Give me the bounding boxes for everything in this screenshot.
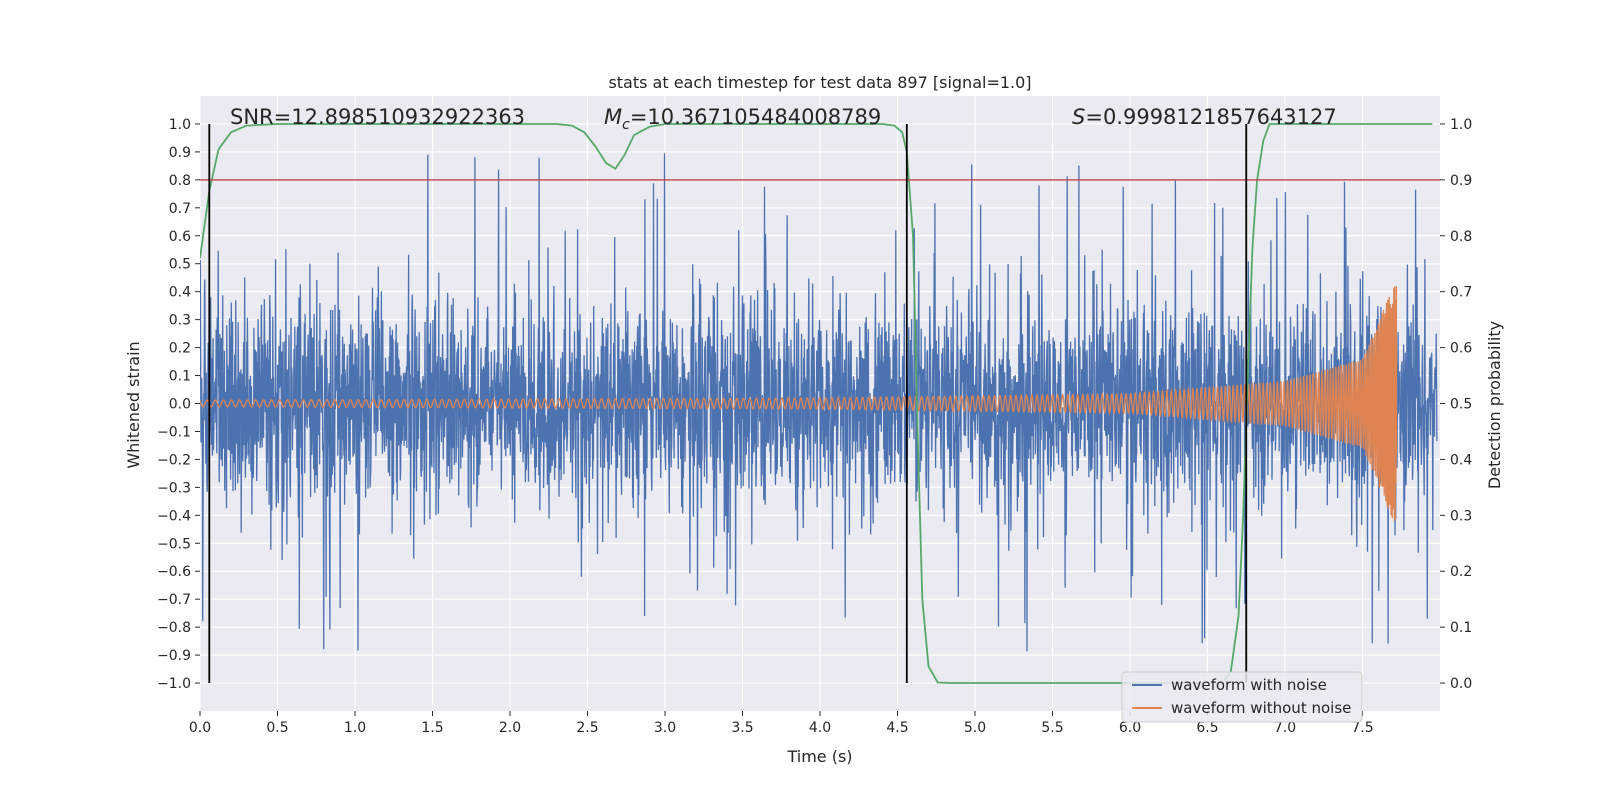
chirp-mass-annotation: Mc=10.367105484008789	[604, 105, 881, 133]
y-tick-label: 1.0	[169, 117, 191, 133]
y2-tick-label: 0.8	[1450, 229, 1472, 245]
y-tick-label: −0.6	[157, 564, 191, 580]
y2-tick-label: 0.2	[1450, 564, 1472, 580]
y-axis-label: Whitened strain	[124, 341, 143, 468]
x-tick-label: 7.0	[1274, 720, 1296, 736]
y2-tick-label: 0.7	[1450, 285, 1472, 301]
y2-tick-label: 0.5	[1450, 397, 1472, 413]
y2-tick-label: 0.6	[1450, 341, 1472, 357]
legend-label-clean: waveform without noise	[1171, 699, 1351, 717]
x-tick-label: 1.5	[421, 720, 443, 736]
chirp-mass-value: =10.367105484008789	[630, 105, 881, 129]
x-tick-label: 0.0	[189, 720, 211, 736]
x-tick-label: 6.0	[1119, 720, 1141, 736]
y-tick-label: 0.4	[169, 285, 191, 301]
x-tick-label: 2.0	[499, 720, 521, 736]
y2-tick-label: 0.4	[1450, 452, 1472, 468]
s-annotation: S=0.9998121857643127	[1072, 105, 1337, 129]
x-tick-label: 5.5	[1041, 720, 1063, 736]
chirp-mass-subscript: c	[622, 117, 630, 133]
y-tick-label: 0.5	[169, 257, 191, 273]
y-tick-label: 0.9	[169, 145, 191, 161]
series-line-waveform-without-noise	[200, 286, 1398, 521]
chart-title: stats at each timestep for test data 897…	[608, 73, 1031, 92]
x-tick-label: 7.5	[1351, 720, 1373, 736]
y2-tick-label: 0.0	[1450, 676, 1472, 692]
legend-box	[1121, 671, 1363, 723]
y-tick-label: −0.9	[157, 648, 191, 664]
y-tick-label: 0.8	[169, 173, 191, 189]
x-tick-label: 1.0	[344, 720, 366, 736]
y-tick-label: −0.1	[157, 424, 191, 440]
x-tick-label: 2.5	[576, 720, 598, 736]
y-tick-label: −1.0	[157, 676, 191, 692]
s-value: =0.9998121857643127	[1085, 105, 1336, 129]
y-tick-label: −0.5	[157, 536, 191, 552]
x-tick-label: 5.0	[964, 720, 986, 736]
y-tick-label: −0.2	[157, 452, 191, 468]
x-axis-label: Time (s)	[786, 747, 852, 766]
legend-label-noisy: waveform with noise	[1171, 676, 1327, 694]
x-tick-label: 4.5	[886, 720, 908, 736]
x-tick-label: 3.0	[654, 720, 676, 736]
x-tick-label: 3.5	[731, 720, 753, 736]
snr-annotation: SNR=12.898510932922363	[230, 105, 525, 129]
chirp-mass-symbol: M	[604, 105, 622, 129]
x-tick-label: 4.0	[809, 720, 831, 736]
y-tick-label: 0.2	[169, 341, 191, 357]
x-tick-label: 0.5	[266, 720, 288, 736]
y-tick-label: −0.8	[157, 620, 191, 636]
y-tick-label: 0.3	[169, 313, 191, 329]
y2-tick-label: 0.9	[1450, 173, 1472, 189]
y-tick-label: −0.4	[157, 508, 191, 524]
s-symbol: S	[1072, 105, 1085, 129]
data-layer	[200, 123, 1440, 684]
y2-tick-label: 0.3	[1450, 508, 1472, 524]
y2-tick-label: 1.0	[1450, 117, 1472, 133]
y-tick-label: 0.7	[169, 201, 191, 217]
series-line-detection-probability	[200, 123, 1433, 684]
y-tick-label: −0.7	[157, 592, 191, 608]
y-tick-label: 0.1	[169, 369, 191, 385]
y2-axis-label: Detection probability	[1485, 321, 1504, 489]
legend: waveform with noise waveform without noi…	[1121, 671, 1363, 723]
y-tick-label: −0.3	[157, 480, 191, 496]
y-tick-label: 0.0	[169, 397, 191, 413]
axes: 0.0 0.5 1.0 1.5 2.0 2.5 3.0 3.5 4.0 4.5 5.0 5.5 6.0 6…	[157, 117, 1472, 736]
x-tick-label: 6.5	[1196, 720, 1218, 736]
y-tick-label: 0.6	[169, 229, 191, 245]
y2-tick-label: 0.1	[1450, 620, 1472, 636]
